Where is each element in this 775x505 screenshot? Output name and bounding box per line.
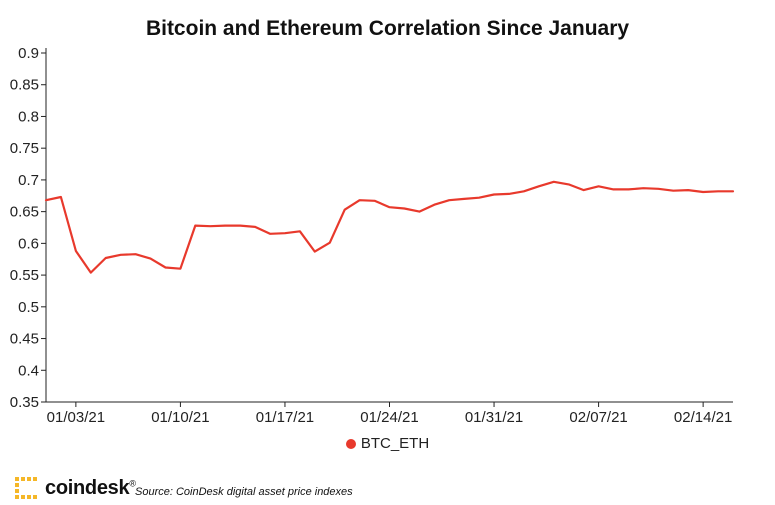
coindesk-logo-icon: [15, 477, 37, 499]
y-tick-label: 0.5: [18, 299, 39, 316]
series-line-btc-eth: [44, 180, 735, 274]
y-tick-label: 0.65: [10, 204, 39, 221]
legend: BTC_ETH: [0, 435, 775, 452]
y-tick-label: 0.4: [18, 362, 39, 379]
chart-title: Bitcoin and Ethereum Correlation Since J…: [145, 17, 630, 40]
legend-swatch: [345, 439, 356, 449]
x-tick-label: 01/10/21: [151, 409, 209, 426]
y-tick-label: 0.35: [10, 394, 39, 411]
line-chart: 0.35 0.4 0.45 0.5 0.55 0.6 0.65 0.7 0.75 0.8 0.85 0…: [10, 45, 735, 426]
x-tick-label: 02/07/21: [569, 409, 627, 426]
y-tick-label: 0.45: [10, 331, 39, 348]
footer: coindesk® Source: CoinDesk digital asset…: [0, 470, 775, 505]
series-layer: [44, 180, 735, 274]
y-tick-label: 0.75: [10, 140, 39, 157]
coindesk-logo-text: coindesk®: [45, 477, 136, 499]
x-axis: 01/03/21 01/10/21 01/17/21 01/24/21 01/31/21…: [46, 401, 733, 426]
y-tick-label: 0.7: [18, 172, 39, 189]
x-tick-label: 01/03/21: [47, 409, 105, 426]
x-tick-label: 02/14/21: [674, 409, 732, 426]
y-tick-label: 0.8: [18, 108, 39, 125]
legend-label: BTC_ETH: [360, 435, 430, 452]
x-tick-label: 01/31/21: [465, 409, 523, 426]
source-note: Source: CoinDesk digital asset price ind…: [135, 486, 353, 498]
x-tick-label: 01/24/21: [360, 409, 418, 426]
y-tick-label: 0.85: [10, 77, 39, 94]
y-axis: 0.35 0.4 0.45 0.5 0.55 0.6 0.65 0.7 0.75 0.8 0.85 0…: [10, 45, 47, 411]
y-tick-label: 0.9: [18, 45, 39, 62]
y-tick-label: 0.6: [18, 235, 39, 252]
x-tick-label: 01/17/21: [256, 409, 314, 426]
y-tick-label: 0.55: [10, 267, 39, 284]
